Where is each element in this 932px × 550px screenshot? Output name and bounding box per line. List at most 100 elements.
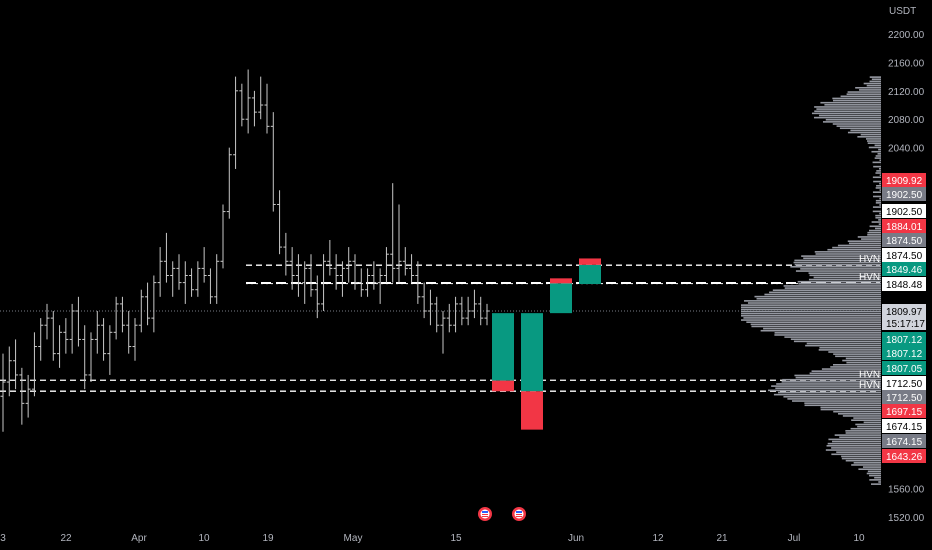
profile-bar [776, 383, 881, 385]
ohlc-bar [138, 289, 144, 333]
profile-bar [781, 381, 881, 383]
profile-bar [821, 368, 881, 370]
event-markers [478, 507, 526, 521]
price-tag: 1807.12 [882, 346, 926, 360]
ohlc-bar [478, 296, 484, 326]
price-tag-text: 1849.46 [886, 265, 923, 276]
price-tag-text: 1674.15 [886, 422, 923, 433]
profile-bar [833, 363, 881, 366]
profile-bar [825, 449, 881, 451]
profile-bar [833, 410, 881, 413]
profile-bar [841, 455, 881, 458]
ohlc-bar [151, 275, 157, 333]
profile-bar [873, 165, 881, 168]
price-tag-text: 1807.05 [886, 364, 923, 375]
profile-bar [824, 104, 881, 106]
profile-bar [760, 329, 881, 332]
profile-bar [842, 415, 881, 417]
hvn-label: HVN [859, 380, 880, 391]
profile-bar [871, 221, 881, 223]
ohlc-bar [459, 296, 465, 326]
profile-bar [868, 229, 881, 232]
ohlc-bar [220, 204, 226, 269]
x-axis: 3 22 Apr 10 19 May 15 Jun 12 21 Jul 10 [0, 533, 865, 544]
profile-bar [814, 251, 881, 253]
profile-bar [835, 355, 881, 358]
profile-bar [804, 402, 881, 404]
price-tag: 1849.46 [882, 262, 926, 276]
profile-bar [830, 366, 881, 368]
profile-bar [827, 442, 881, 445]
profile-bar [875, 172, 881, 174]
profile-bar [825, 118, 881, 121]
price-tag-text: 1902.50 [886, 190, 923, 201]
profile-bar [873, 195, 881, 198]
ohlc-bar [396, 204, 402, 283]
ohlc-bar [107, 325, 113, 375]
profile-bar [875, 202, 881, 204]
ohlc-bar [226, 147, 232, 219]
weekly-box [492, 313, 514, 392]
ohlc-bar [75, 296, 81, 347]
price-tag: 1902.50 [882, 204, 926, 218]
profile-bar [847, 91, 881, 93]
ohlc-bar [182, 261, 188, 304]
profile-bar [756, 297, 881, 300]
profile-bar [804, 404, 881, 407]
us-flag-event-icon[interactable] [512, 507, 526, 521]
ohlc-bar [94, 311, 100, 354]
ohlc-bar [163, 232, 169, 283]
profile-bar [811, 112, 881, 115]
y-tick-label: 2040.00 [888, 144, 925, 155]
ohlc-bar [82, 325, 88, 390]
price-tag-text: 1712.50 [886, 393, 923, 404]
profile-bar [809, 274, 881, 277]
ohlc-bar [308, 254, 314, 297]
ohlc-bar [270, 112, 276, 212]
profile-bar [741, 304, 881, 306]
profile-bar [832, 440, 881, 443]
profile-bar [783, 395, 881, 398]
ohlc-bar [38, 318, 44, 361]
profile-bar [848, 242, 881, 245]
profile-bar [863, 82, 881, 85]
profile-bar [842, 359, 881, 362]
ohlc-bar [427, 289, 433, 326]
x-tick-label: 10 [853, 533, 865, 544]
profile-bar [763, 327, 881, 330]
ohlc-bar [31, 332, 37, 397]
profile-bar [879, 204, 881, 206]
ohlc-bar [352, 254, 358, 290]
us-flag-event-icon[interactable] [478, 507, 492, 521]
ohlc-bar [57, 325, 63, 368]
ohlc-bar [365, 268, 371, 297]
profile-bar [774, 332, 881, 334]
profile-bar [754, 295, 881, 298]
x-tick-label: 21 [716, 533, 728, 544]
profile-bar [869, 225, 881, 228]
x-tick-label: Apr [131, 533, 147, 544]
profile-bar [879, 182, 881, 185]
profile-bar [772, 289, 881, 292]
profile-bar [815, 253, 881, 255]
profile-bar [869, 479, 881, 481]
price-tag-text: 1712.50 [886, 379, 923, 390]
profile-bar [867, 470, 881, 473]
x-tick-label: 10 [198, 533, 210, 544]
profile-bar [777, 391, 881, 394]
ohlc-bar [25, 374, 31, 418]
profile-bar [794, 259, 881, 262]
ohlc-bar [176, 254, 182, 290]
ohlc-bar [119, 296, 125, 333]
profile-bar [808, 278, 881, 281]
hvn-label: HVN [859, 272, 880, 283]
profile-bar [782, 378, 881, 381]
profile-bar [877, 153, 881, 155]
profile-bar [867, 140, 881, 142]
profile-bar [774, 334, 881, 336]
price-tag: 1712.50 [882, 390, 926, 404]
profile-bar [837, 244, 881, 247]
profile-bar [878, 148, 881, 151]
profile-bar [794, 374, 881, 377]
